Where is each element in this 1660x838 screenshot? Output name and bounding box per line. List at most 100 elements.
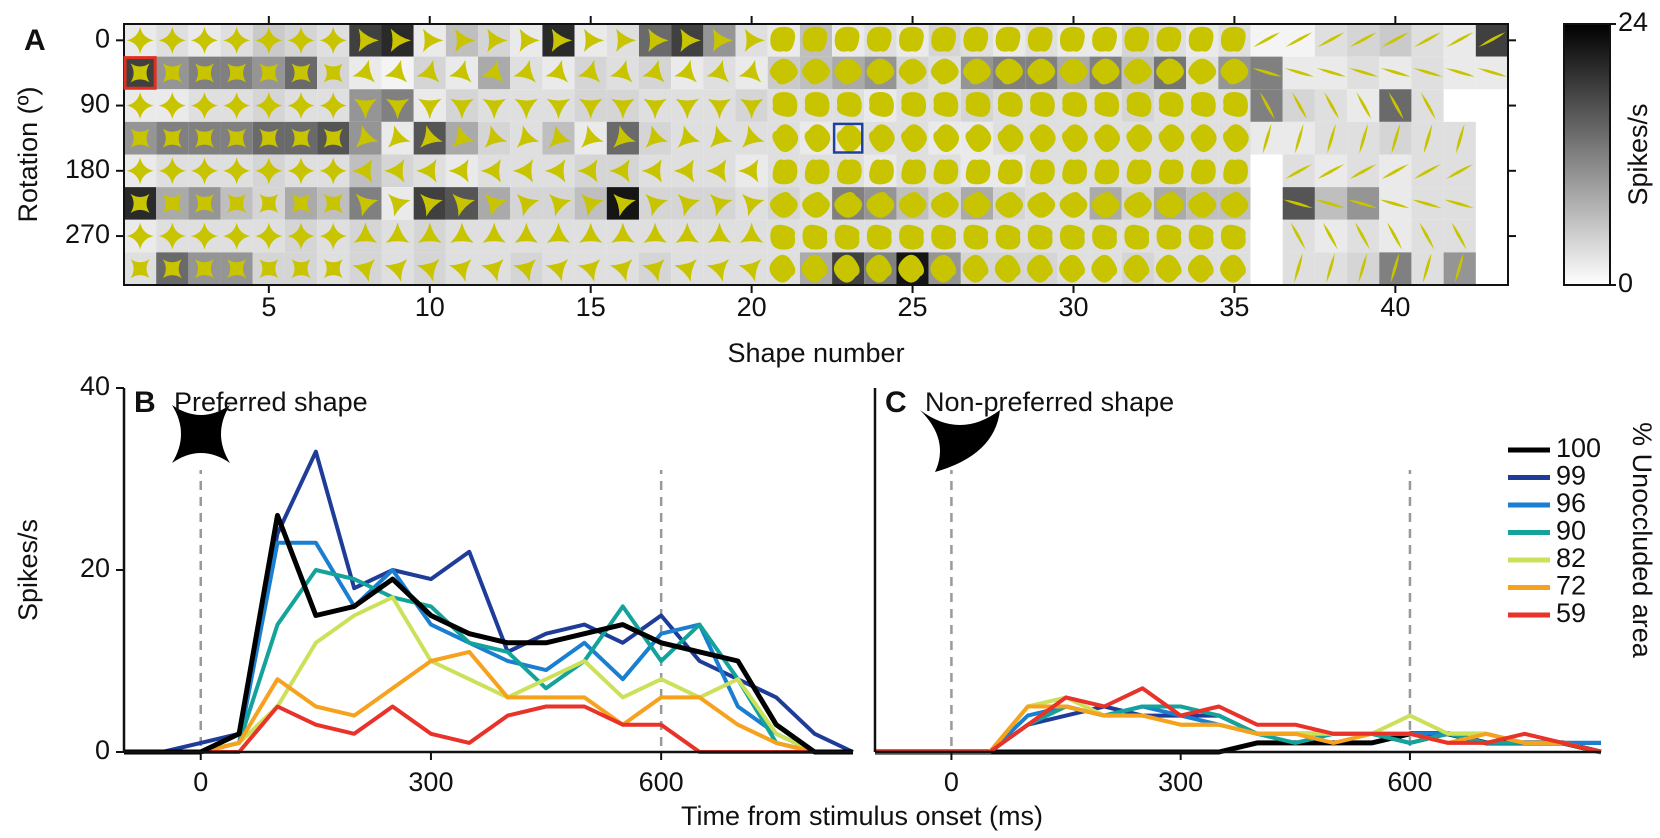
shape-glyph [609, 259, 633, 282]
shape-glyph [1388, 92, 1404, 120]
shape-glyph [901, 92, 927, 117]
shape-glyph [1059, 58, 1088, 85]
shape-glyph [1420, 92, 1436, 120]
panel-title: Non-preferred shape [925, 387, 1174, 417]
shape-glyph [1220, 224, 1246, 250]
legend-label: 100 [1556, 433, 1601, 463]
shape-glyph [802, 58, 830, 85]
shape-glyph [162, 193, 182, 213]
shape-glyph [995, 191, 1023, 218]
shape-glyph [384, 259, 408, 282]
shape-glyph [1155, 254, 1182, 283]
x-tick-label: 15 [576, 292, 606, 322]
shape-glyph [158, 26, 186, 54]
shape-glyph [1156, 191, 1184, 218]
shape-glyph [130, 193, 150, 213]
shape-glyph [712, 28, 733, 53]
shape-glyph [1158, 92, 1184, 117]
shape-glyph [223, 26, 251, 54]
shape-glyph [643, 98, 667, 120]
shape-glyph [353, 98, 378, 120]
colorbar [1563, 23, 1611, 286]
shape-glyph [1285, 164, 1313, 179]
shape-glyph [385, 222, 410, 243]
shape-glyph [1253, 32, 1281, 48]
shape-glyph [642, 259, 665, 282]
shape-glyph [965, 92, 991, 117]
shape-glyph [1381, 164, 1409, 179]
shape-glyph [487, 28, 508, 53]
shape-glyph [355, 193, 379, 217]
shape-glyph [1126, 92, 1152, 117]
shape-glyph [1252, 68, 1282, 77]
shape-glyph [162, 63, 182, 83]
shape-glyph [677, 125, 701, 148]
panel-label: C [885, 386, 907, 419]
shape-glyph [1094, 159, 1120, 185]
shape-glyph [834, 191, 863, 218]
shape-glyph [836, 92, 862, 117]
shape-glyph [514, 222, 539, 243]
shape-glyph [385, 98, 410, 120]
shape-glyph [513, 59, 536, 83]
shape-glyph [931, 224, 956, 250]
shape-glyph [583, 28, 605, 53]
shape-glyph [677, 193, 701, 217]
shape-glyph [514, 98, 539, 120]
y-axis-label: Rotation (º) [13, 87, 43, 223]
shape-glyph [836, 124, 863, 153]
shape-glyph [675, 98, 699, 120]
shape-glyph [705, 159, 727, 183]
shape-glyph [190, 222, 218, 250]
shape-glyph [1349, 164, 1377, 179]
shape-glyph [804, 92, 830, 117]
shape-glyph [1029, 124, 1056, 153]
shape-glyph [384, 59, 408, 83]
legend-label: 90 [1556, 516, 1586, 546]
shape-glyph [1188, 191, 1217, 218]
shape-glyph [963, 58, 991, 85]
shape-glyph [1390, 253, 1400, 284]
shape-glyph [223, 157, 251, 185]
shape-glyph [1062, 92, 1088, 117]
shape-glyph [1188, 26, 1214, 52]
shape-glyph [1259, 92, 1275, 120]
shape-glyph [901, 159, 927, 185]
shape-glyph [516, 125, 540, 148]
shape-glyph [962, 254, 989, 283]
shape-glyph [255, 92, 283, 120]
y-axis-label: Spikes/s [13, 519, 43, 621]
shape-glyph [1156, 26, 1182, 52]
shape-glyph [804, 159, 830, 185]
shape-glyph [1478, 32, 1506, 48]
shape-glyph [609, 59, 633, 83]
shape-glyph [1220, 58, 1249, 85]
shape-glyph [866, 254, 892, 283]
shape-glyph [1027, 58, 1056, 85]
shape-glyph [190, 157, 218, 185]
shape-glyph [609, 159, 630, 183]
panel-title: Preferred shape [174, 387, 368, 417]
shape-glyph [1092, 224, 1117, 250]
shape-glyph [963, 191, 991, 218]
shape-glyph [420, 193, 443, 217]
x-tick-label: 35 [1219, 292, 1249, 322]
shape-glyph [1059, 254, 1085, 283]
shape-glyph [448, 159, 469, 183]
shape-glyph [1356, 92, 1372, 120]
shape-glyph [1220, 191, 1249, 218]
shape-glyph [1027, 224, 1053, 250]
shape-glyph [1381, 68, 1411, 77]
shape-glyph [995, 26, 1021, 52]
shape-glyph [418, 222, 442, 243]
shape-glyph [259, 259, 279, 279]
shape-glyph [319, 222, 347, 250]
shape-glyph [866, 224, 892, 250]
legend-title: % Unoccluded area [1627, 422, 1657, 659]
shape-glyph [390, 28, 412, 53]
y-tick-label: 0 [95, 23, 110, 53]
shape-glyph [742, 193, 765, 217]
shape-glyph [513, 259, 536, 282]
x-tick-label: 300 [1158, 767, 1203, 797]
